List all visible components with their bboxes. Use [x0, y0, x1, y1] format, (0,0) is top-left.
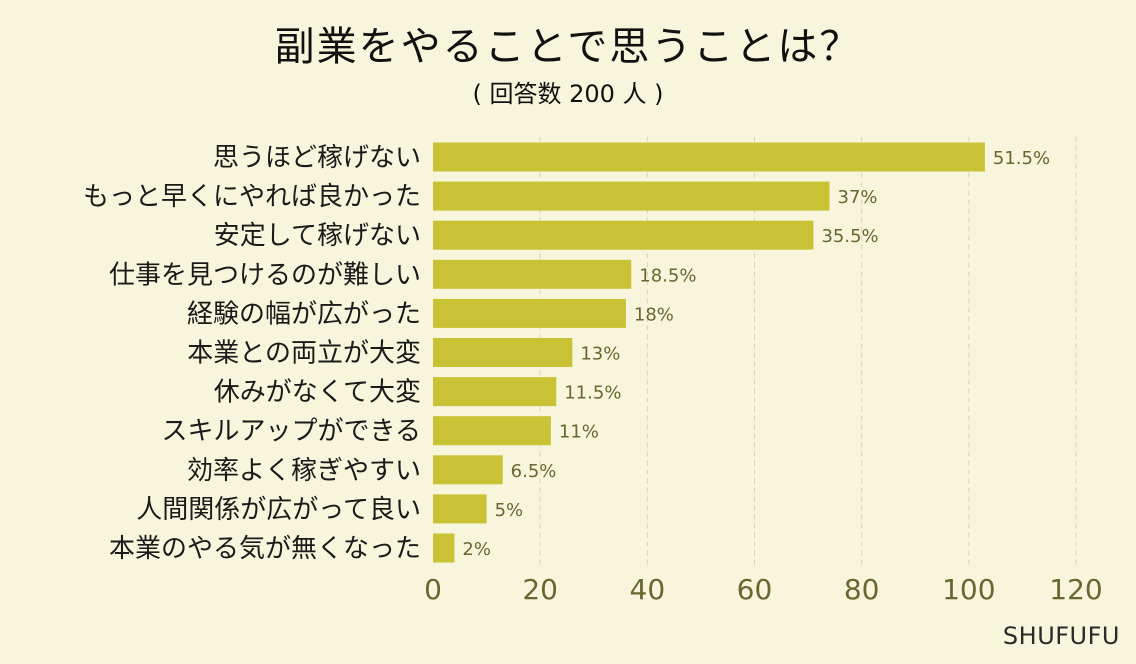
category-label: もっと早くにやれば良かった: [83, 182, 421, 212]
bar: [433, 377, 557, 407]
chart-subtitle: ( 回答数 200 人 ): [472, 80, 664, 108]
data-label: 13%: [580, 344, 620, 365]
x-tick-label: 0: [424, 573, 442, 606]
watermark: SHUFUFU: [1002, 622, 1120, 650]
category-label: 経験の幅が広がった: [187, 299, 421, 329]
bar: [433, 533, 455, 563]
data-label: 51.5%: [993, 148, 1050, 169]
category-label: 安定して稼げない: [214, 221, 421, 251]
bar: [433, 416, 551, 446]
data-label: 18%: [634, 304, 674, 325]
category-label: 本業のやる気が無くなった: [109, 534, 421, 564]
category-label: 本業との両立が大変: [187, 339, 421, 369]
category-label: 休みがなくて大変: [214, 378, 421, 408]
x-tick-label: 20: [522, 573, 558, 606]
x-tick-label: 100: [942, 573, 995, 606]
x-tick-label: 40: [630, 573, 666, 606]
bar: [433, 494, 487, 524]
data-label: 11.5%: [564, 383, 621, 404]
bar: [433, 298, 626, 328]
category-label: 思うほど稼げない: [213, 143, 421, 173]
data-label: 5%: [495, 500, 524, 521]
category-label: 効率よく稼ぎやすい: [187, 456, 421, 486]
chart-title: 副業をやることで思うことは？: [274, 24, 862, 70]
bar: [433, 220, 814, 250]
bar: [433, 181, 830, 211]
data-label: 11%: [559, 422, 599, 443]
bar: [433, 259, 632, 289]
bar: [433, 455, 503, 485]
category-label: スキルアップができる: [162, 417, 421, 447]
category-label: 人間関係が広がって良い: [136, 495, 421, 525]
x-tick-label: 80: [844, 573, 880, 606]
data-label: 18.5%: [639, 265, 696, 286]
data-label: 35.5%: [821, 226, 878, 247]
x-tick-label: 60: [737, 573, 773, 606]
bar: [433, 338, 573, 367]
bar: [433, 142, 985, 172]
data-label: 37%: [838, 187, 878, 208]
x-tick-label: 120: [1049, 573, 1102, 606]
data-label: 2%: [462, 539, 491, 560]
category-label: 仕事を見つけるのが難しい: [109, 260, 421, 290]
data-label: 6.5%: [511, 461, 557, 482]
